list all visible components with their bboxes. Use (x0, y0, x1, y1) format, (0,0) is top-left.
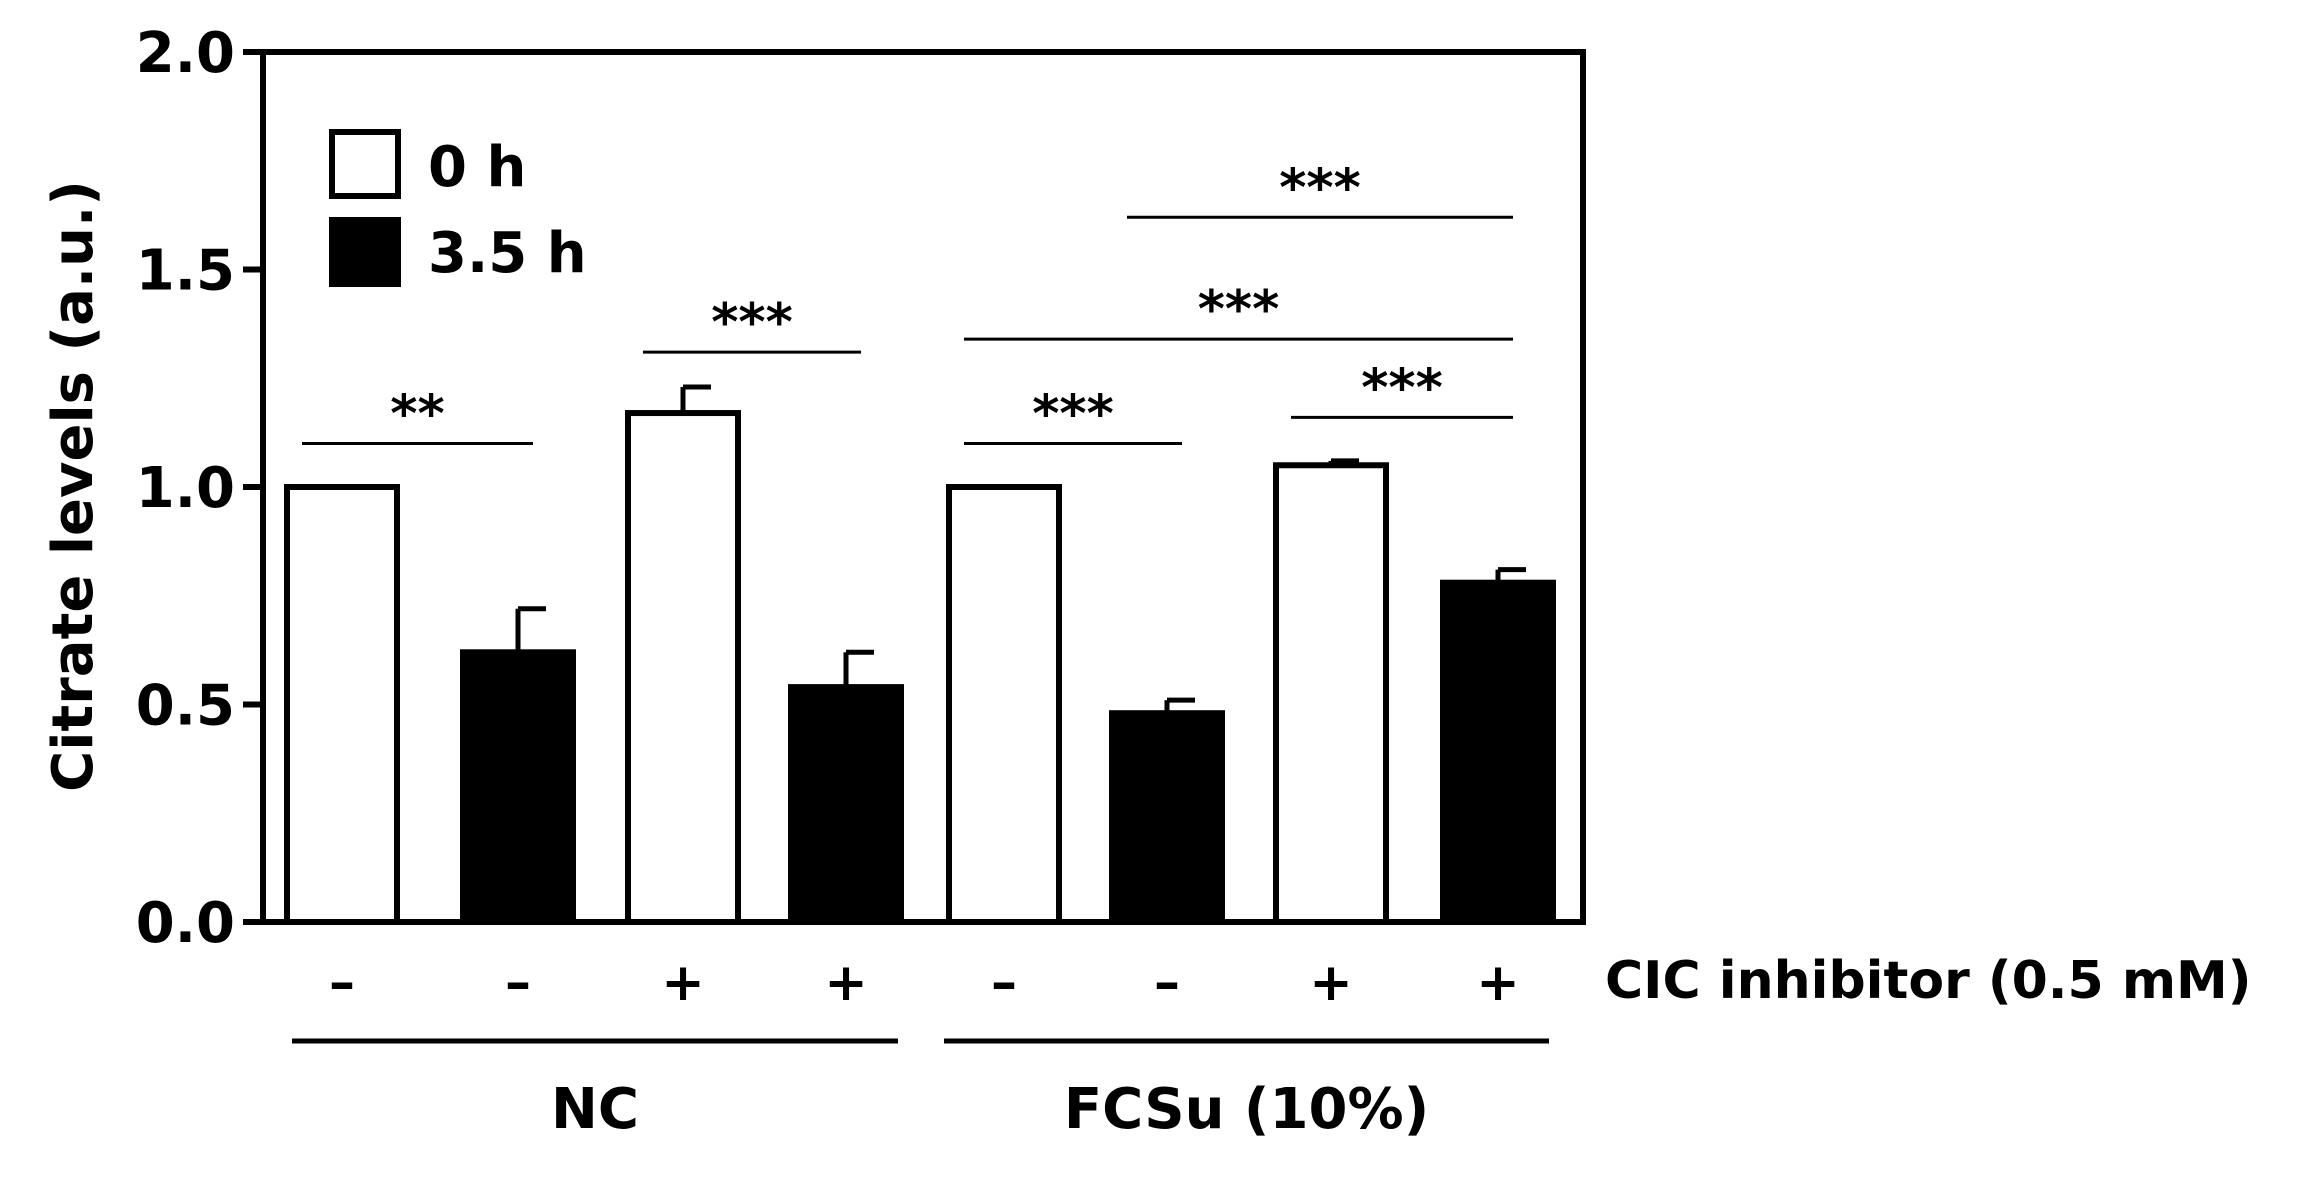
sig-stars-3: *** (1032, 385, 1114, 445)
y-tick-label-2: 1.0 (136, 456, 235, 521)
inhibitor-sign-7: + (1309, 953, 1353, 1013)
bar-5 (946, 484, 1062, 925)
x-axis-annotations: CIC inhibitor (0.5 mM) – – + + – – + + NC FCSu (1… (292, 951, 2252, 1142)
significance-layer: ******** ********* (302, 158, 1513, 445)
y-tick-label-3: 1.5 (136, 239, 235, 304)
sig-stars-2: *** (711, 293, 793, 353)
y-axis-label: Citrate levels (a.u.) (41, 180, 106, 792)
y-tick-label-1: 0.5 (136, 674, 235, 739)
inhibitor-sign-8: + (1476, 953, 1520, 1013)
y-tick-label-0: 0.0 (136, 891, 235, 956)
inhibitor-sign-3: + (661, 953, 705, 1013)
legend: 0 h 3.5 h (329, 129, 587, 287)
group-label-2: FCSu (10%) (1064, 1077, 1429, 1142)
legend-label-3-5h: 3.5 h (428, 221, 587, 286)
bar-8 (1440, 579, 1556, 925)
y-tick-label-4: 2.0 (136, 21, 235, 86)
factor-label: CIC inhibitor (0.5 mM) (1605, 951, 2252, 1011)
bars-layer (284, 384, 1556, 926)
sig-stars-4: *** (1361, 358, 1443, 418)
bar-2 (460, 649, 576, 925)
inhibitor-sign-6: – (1154, 953, 1180, 1013)
legend-swatch-3-5h (329, 217, 401, 287)
sig-stars-1: ** (390, 385, 444, 445)
inhibitor-sign-2: – (505, 953, 531, 1013)
bar-7 (1273, 462, 1389, 925)
bar-6 (1109, 710, 1225, 926)
bar-4 (788, 684, 904, 925)
legend-label-0h: 0 h (428, 135, 526, 200)
legend-swatch-0h (329, 129, 401, 199)
group-label-1: NC (551, 1077, 639, 1142)
bar-3 (625, 410, 741, 925)
bar-1 (284, 484, 400, 925)
inhibitor-sign-1: – (329, 953, 355, 1013)
inhibitor-sign-5: – (991, 953, 1017, 1013)
axes-layer: Citrate levels (a.u.) 0.0 0.5 1.0 1.5 2.0 (41, 21, 1586, 956)
sig-stars-5: *** (1198, 280, 1280, 340)
inhibitor-sign-4: + (824, 953, 868, 1013)
sig-stars-6: *** (1279, 158, 1361, 218)
